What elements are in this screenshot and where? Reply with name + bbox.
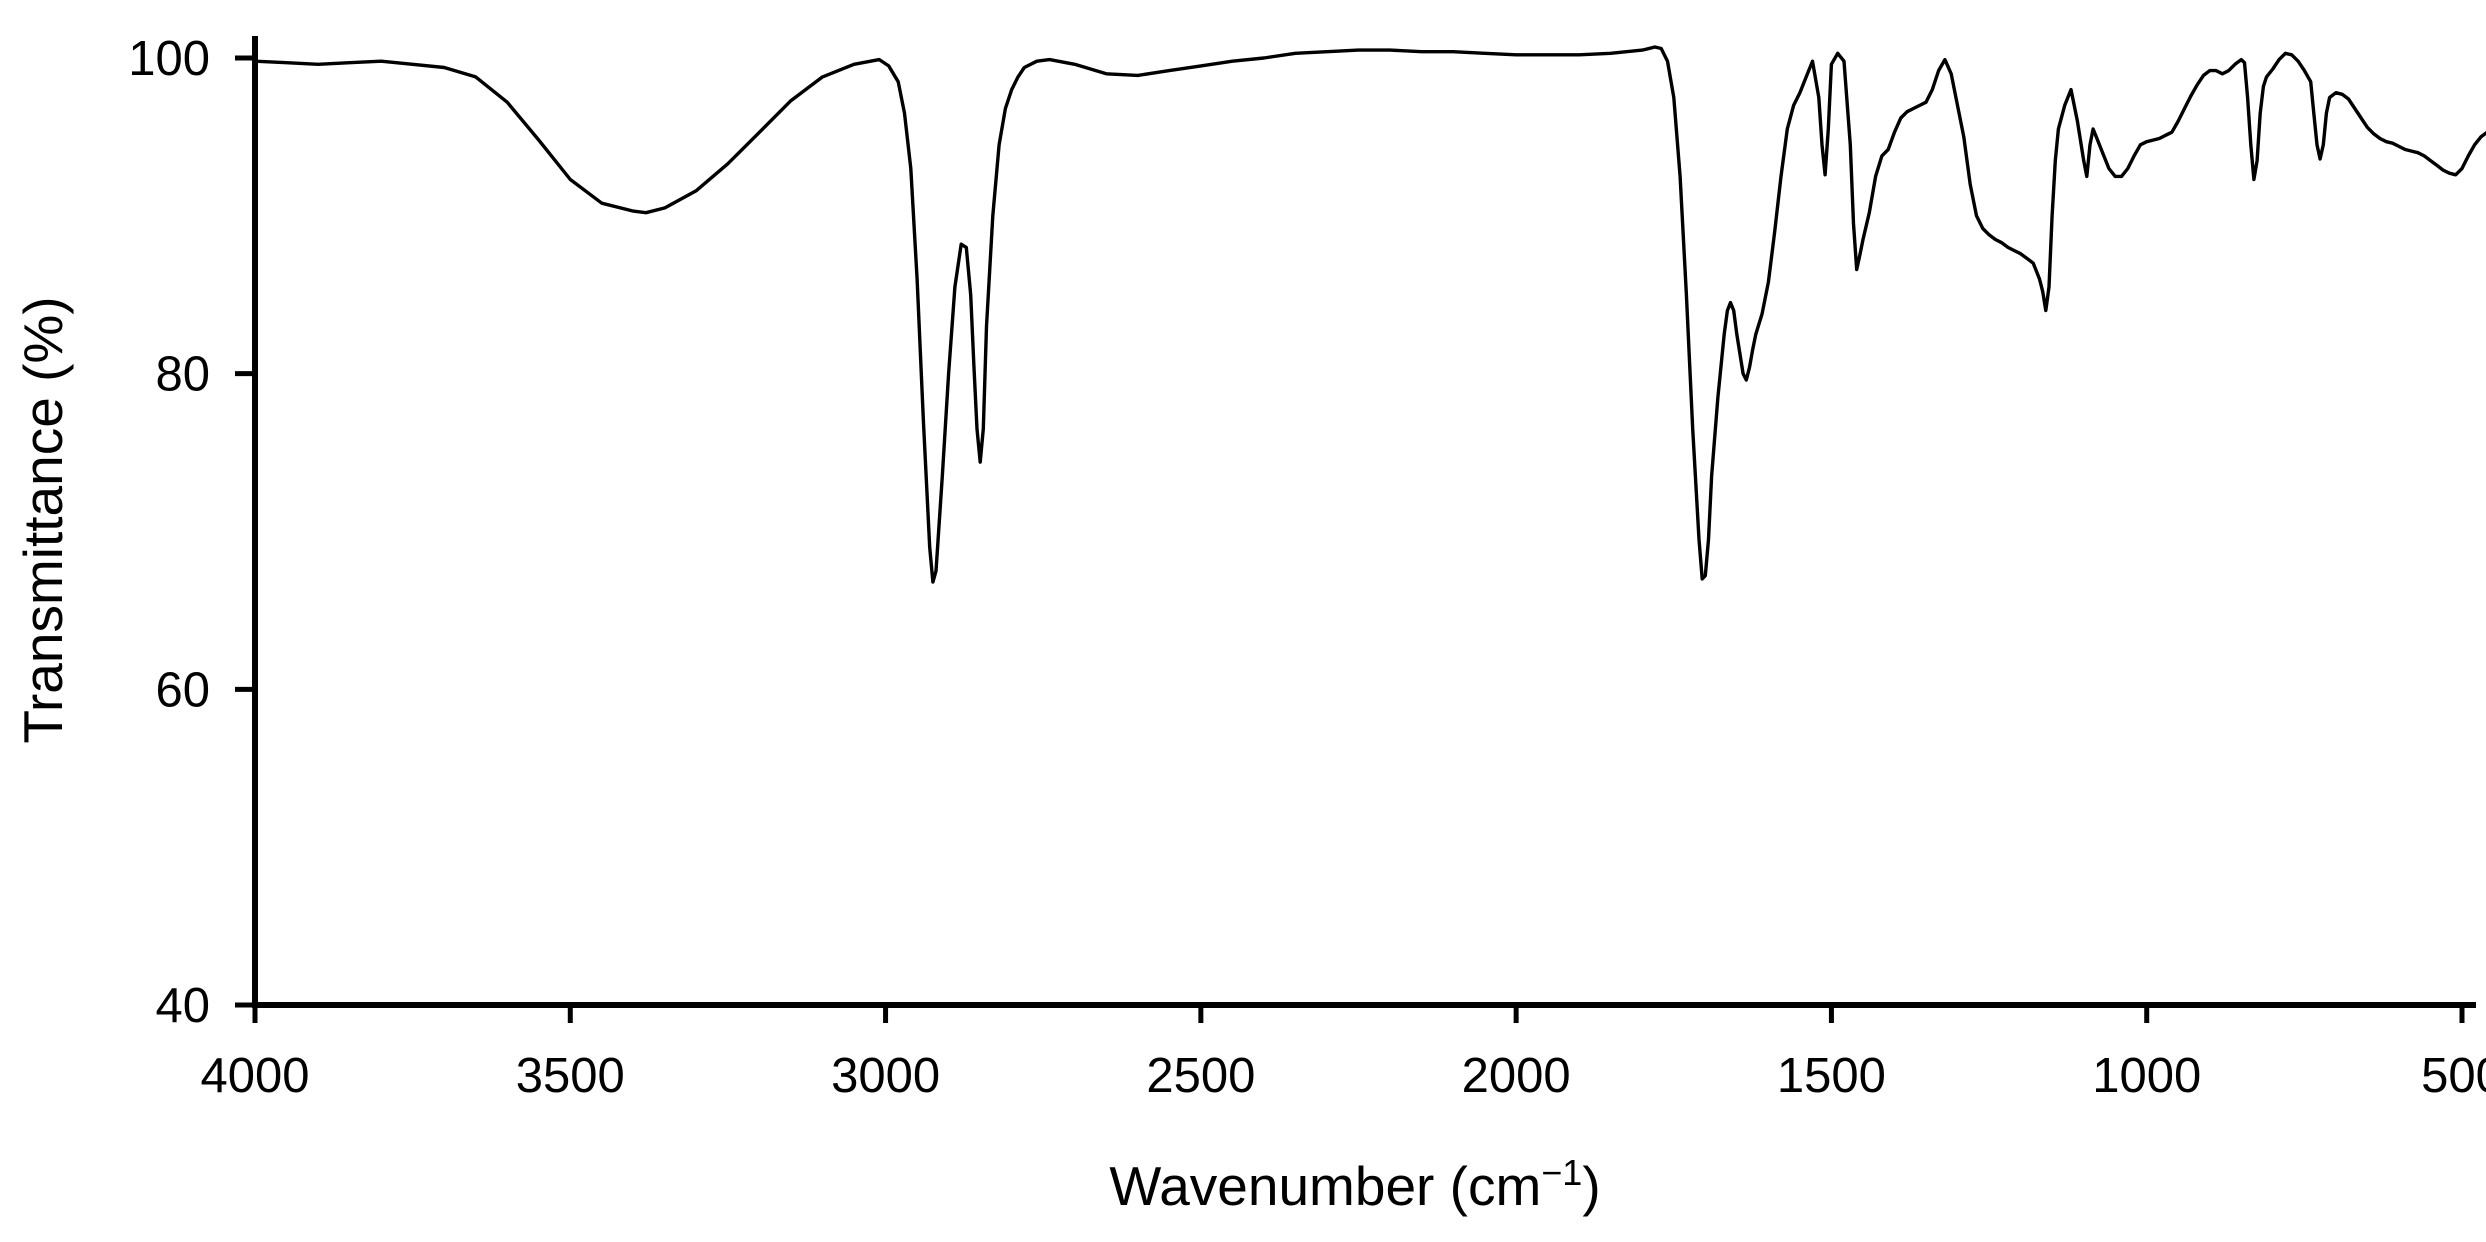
y-axis-title: Transmittance (%): [12, 296, 74, 743]
x-tick-label: 2500: [1146, 1049, 1255, 1103]
y-tick-label: 80: [155, 348, 210, 402]
y-tick-label: 40: [155, 979, 210, 1033]
plot-area: [253, 45, 2486, 584]
y-axis-ticks: 40 60 80 100: [128, 32, 255, 1033]
x-axis-title: Wavenumber (cm−1): [1109, 1152, 1600, 1218]
x-tick-label: 3500: [516, 1049, 625, 1103]
x-tick-label: 1000: [2092, 1049, 2201, 1103]
x-axis-title-close: ): [1582, 1155, 1600, 1217]
x-tick-label: 4000: [200, 1049, 309, 1103]
y-tick-label: 60: [155, 663, 210, 717]
x-tick-label: 2000: [1462, 1049, 1571, 1103]
x-tick-label: 1500: [1777, 1049, 1886, 1103]
x-axis-title-exponent: −1: [1541, 1152, 1582, 1193]
x-axis-title-main: Wavenumber (cm: [1109, 1155, 1541, 1217]
x-tick-label: 500: [2421, 1049, 2486, 1103]
x-axis-ticks: 4000 3500 3000 2500 2000 1500 1000 500: [200, 1005, 2486, 1103]
y-tick-label: 100: [128, 32, 210, 86]
spectrum-line: [253, 45, 2486, 584]
x-tick-label: 3000: [831, 1049, 940, 1103]
